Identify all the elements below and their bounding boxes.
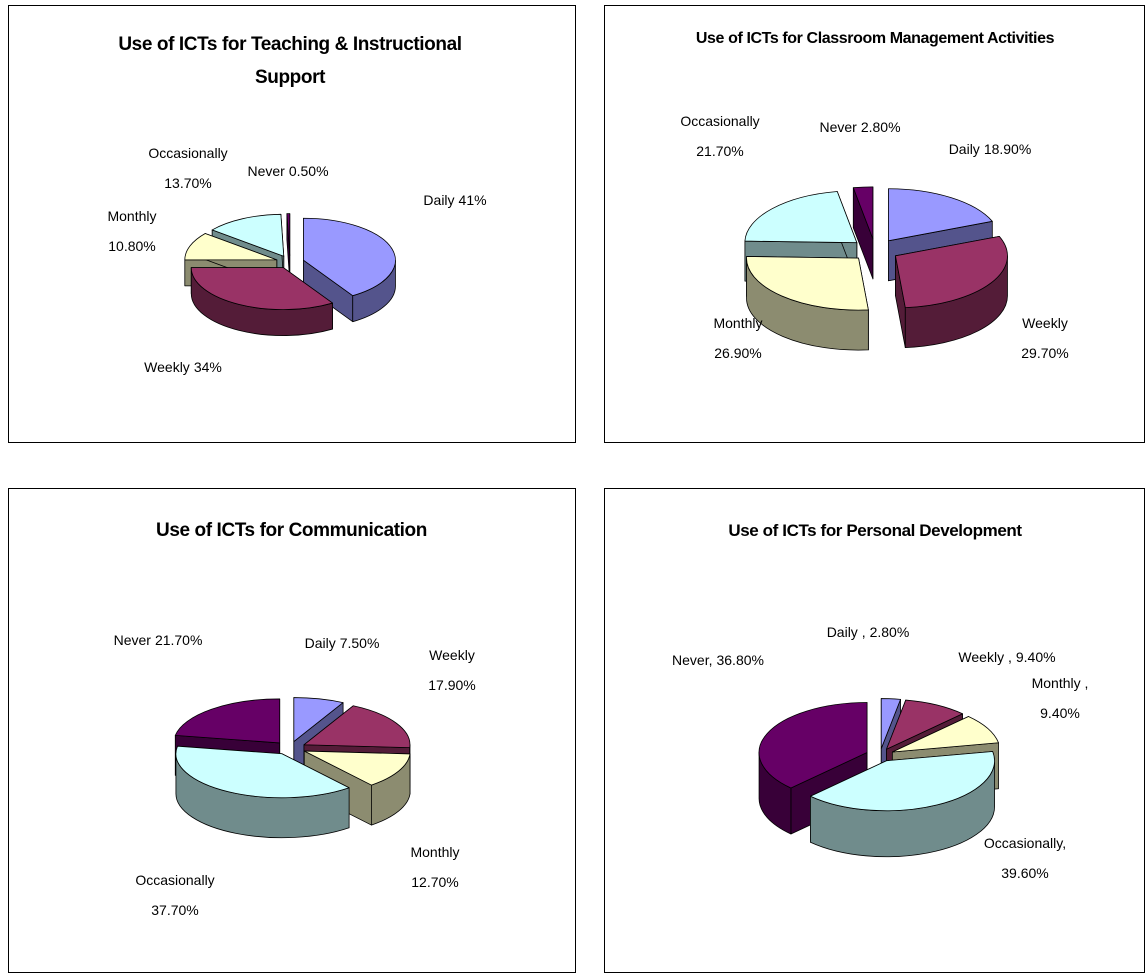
label-value: 21.70% bbox=[155, 632, 202, 648]
label-value: 2.80% bbox=[870, 624, 910, 640]
slice-top bbox=[744, 191, 858, 244]
label-value: 39.60% bbox=[1001, 865, 1048, 881]
data-label: Weekly 34% bbox=[144, 359, 222, 375]
data-label: Daily 7.50% bbox=[305, 635, 380, 651]
label-value: 10.80% bbox=[108, 238, 155, 254]
label-category: Occasionally, bbox=[984, 835, 1066, 851]
slice-top bbox=[303, 750, 411, 786]
label-category: Never bbox=[819, 119, 857, 135]
label-category: Weekly bbox=[144, 359, 190, 375]
label-category: Daily bbox=[305, 635, 336, 651]
pie-slice bbox=[190, 267, 333, 336]
label-value: 41% bbox=[459, 192, 487, 208]
label-category: Daily bbox=[949, 141, 980, 157]
label-value: 12.70% bbox=[411, 874, 458, 890]
label-value: 7.50% bbox=[340, 635, 380, 651]
label-category: Weekly bbox=[429, 647, 475, 663]
label-value: 26.90% bbox=[714, 345, 761, 361]
pie-slice bbox=[852, 186, 874, 280]
pie-slice bbox=[175, 745, 350, 839]
label-category: Occasionally bbox=[135, 872, 214, 888]
data-label: Monthly 12.70% bbox=[410, 844, 459, 890]
data-label: Daily 18.90% bbox=[949, 141, 1032, 157]
slice-top bbox=[895, 235, 1008, 309]
slice-top bbox=[184, 233, 278, 261]
chart-title: Use of ICTs for Personal Development bbox=[728, 521, 1022, 540]
slice-top bbox=[891, 716, 999, 753]
label-category: Never bbox=[247, 163, 285, 179]
label-value: 18.90% bbox=[984, 141, 1031, 157]
label-value: 0.50% bbox=[289, 163, 329, 179]
pie-slice bbox=[810, 751, 995, 858]
label-value: 13.70% bbox=[164, 175, 211, 191]
pie-slice bbox=[303, 217, 396, 323]
label-category: Occasionally bbox=[148, 145, 227, 161]
slice-top bbox=[293, 697, 344, 742]
data-label: Daily 41% bbox=[423, 192, 486, 208]
data-label: Monthly 26.90% bbox=[713, 315, 762, 361]
chart-title: Use of ICTs for Teaching & Instructional… bbox=[118, 34, 462, 88]
data-label: Monthly , 9.40% bbox=[1032, 675, 1089, 721]
label-category: Daily , bbox=[827, 624, 866, 640]
data-label: Daily , 2.80% bbox=[827, 624, 910, 640]
panel-border bbox=[8, 488, 576, 973]
slice-top bbox=[758, 702, 868, 789]
label-value: 37.70% bbox=[151, 902, 198, 918]
label-value: 29.70% bbox=[1021, 345, 1068, 361]
data-label: Weekly 29.70% bbox=[1021, 315, 1068, 361]
data-label: Never 2.80% bbox=[819, 119, 900, 135]
slice-top bbox=[211, 213, 285, 257]
slice-top bbox=[303, 705, 411, 749]
label-category: Daily bbox=[423, 192, 454, 208]
slice-top bbox=[810, 751, 995, 812]
data-label: Occasionally, 39.60% bbox=[984, 835, 1066, 881]
chart-title: Use of ICTs for Classroom Management Act… bbox=[695, 30, 1055, 47]
label-value: 9.40% bbox=[1016, 649, 1056, 665]
panel-border bbox=[8, 5, 576, 443]
data-label: Never 21.70% bbox=[114, 632, 203, 648]
data-label: Occasionally 37.70% bbox=[135, 872, 214, 918]
data-label: Never 0.50% bbox=[247, 163, 328, 179]
label-value: 21.70% bbox=[696, 143, 743, 159]
label-category: Monthly bbox=[107, 208, 156, 224]
data-label: Occasionally 13.70% bbox=[148, 145, 227, 191]
slice-top bbox=[880, 698, 901, 749]
label-category: Never bbox=[114, 632, 152, 648]
slice-top bbox=[286, 213, 291, 257]
label-value: 36.80% bbox=[716, 652, 763, 668]
slice-top bbox=[175, 745, 350, 799]
data-label: Weekly , 9.40% bbox=[958, 649, 1055, 665]
chart-title: Use of ICTs for Communication bbox=[156, 520, 427, 541]
pie-slice bbox=[895, 235, 1008, 349]
label-value: 2.80% bbox=[861, 119, 901, 135]
label-value: 9.40% bbox=[1040, 705, 1080, 721]
slice-top bbox=[886, 699, 963, 750]
label-category: Monthly bbox=[410, 844, 459, 860]
label-category: Never, bbox=[672, 652, 712, 668]
label-category: Occasionally bbox=[680, 113, 759, 129]
slice-top bbox=[303, 217, 396, 297]
label-category: Weekly , bbox=[958, 649, 1011, 665]
slice-top bbox=[174, 698, 281, 744]
slice-top bbox=[852, 186, 874, 240]
data-label: Occasionally 21.70% bbox=[680, 113, 759, 159]
slice-top bbox=[746, 256, 869, 311]
label-value: 17.90% bbox=[428, 677, 475, 693]
label-category: Weekly bbox=[1022, 315, 1068, 331]
data-label: Never, 36.80% bbox=[672, 652, 764, 668]
label-category: Monthly bbox=[713, 315, 762, 331]
panel-border bbox=[604, 5, 1145, 443]
slice-top bbox=[888, 188, 993, 242]
label-category: Monthly , bbox=[1032, 675, 1089, 691]
slice-top bbox=[190, 267, 333, 310]
data-label: Monthly 10.80% bbox=[107, 208, 156, 254]
data-label: Weekly 17.90% bbox=[428, 647, 475, 693]
pie-slice bbox=[746, 256, 869, 351]
panel-border bbox=[604, 488, 1145, 973]
label-value: 34% bbox=[194, 359, 222, 375]
